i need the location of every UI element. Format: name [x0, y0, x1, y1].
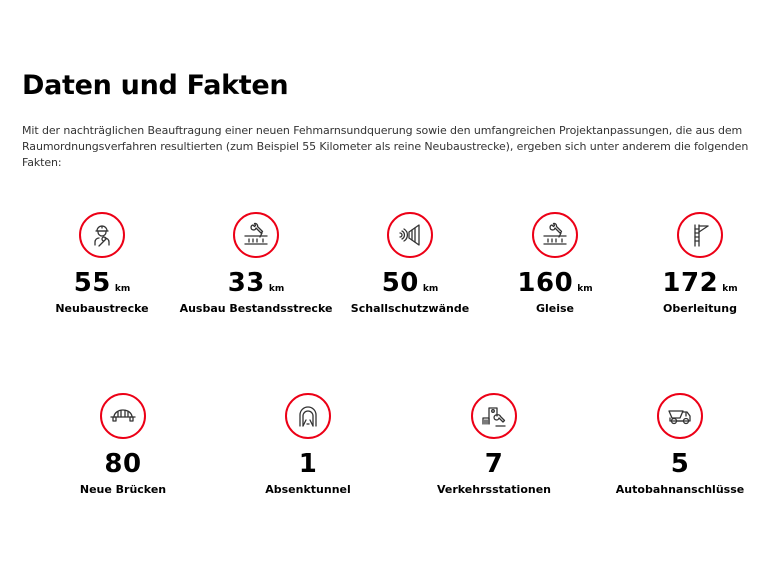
fact-value: 172 — [662, 268, 719, 298]
fact-neue-bruecken: 80 Neue Brücken — [33, 393, 213, 496]
fact-schallschutzwaende: 50 km Schallschutzwände — [320, 212, 500, 315]
fact-label: Gleise — [535, 302, 575, 315]
bridge-icon — [100, 393, 146, 439]
fact-neubaustrecke: 55 km Neubaustrecke — [12, 212, 192, 315]
fact-gleise: 160 km Gleise — [465, 212, 645, 315]
fact-label: Verkehrsstationen — [436, 483, 552, 496]
fact-value: 7 — [484, 449, 504, 479]
fact-value: 160 — [517, 268, 574, 298]
fact-value: 33 — [227, 268, 265, 298]
fact-label: Neubaustrecke — [55, 302, 149, 315]
fact-unit: km — [114, 284, 131, 294]
construction-worker-icon — [79, 212, 125, 258]
fact-label: Schallschutzwände — [350, 302, 470, 315]
intro-paragraph: Mit der nachträglichen Beauftragung eine… — [22, 124, 749, 169]
fact-verkehrsstationen: 7 Verkehrsstationen — [404, 393, 584, 496]
station-building-icon — [471, 393, 517, 439]
fact-value: 80 — [104, 449, 142, 479]
track-repair-icon — [233, 212, 279, 258]
fact-oberleitung: 172 km Oberleitung — [610, 212, 768, 315]
fact-unit: km — [577, 284, 593, 294]
fact-label: Neue Brücken — [79, 483, 167, 496]
fact-unit: km — [268, 284, 285, 294]
fact-unit: km — [422, 284, 439, 294]
fact-ausbau-bestandsstrecke: 33 km Ausbau Bestandsstrecke — [166, 212, 346, 315]
fact-value: 55 — [73, 268, 111, 298]
fact-unit: km — [722, 284, 738, 294]
overhead-line-mast-icon — [677, 212, 723, 258]
fact-label: Ausbau Bestandsstrecke — [179, 302, 333, 315]
section-title: Daten und Fakten — [22, 70, 289, 101]
fact-absenktunnel: 1 Absenktunnel — [218, 393, 398, 496]
fact-value: 1 — [298, 449, 318, 479]
fact-label: Absenktunnel — [265, 483, 351, 496]
fact-value: 5 — [670, 449, 690, 479]
tunnel-icon — [285, 393, 331, 439]
fact-label: Oberleitung — [663, 302, 737, 315]
rail-track-icon — [532, 212, 578, 258]
fact-value: 50 — [381, 268, 419, 298]
noise-barrier-icon — [387, 212, 433, 258]
dump-truck-icon — [657, 393, 703, 439]
fact-autobahnanschluesse: 5 Autobahnanschlüsse — [590, 393, 768, 496]
fact-label: Autobahnanschlüsse — [615, 483, 745, 496]
